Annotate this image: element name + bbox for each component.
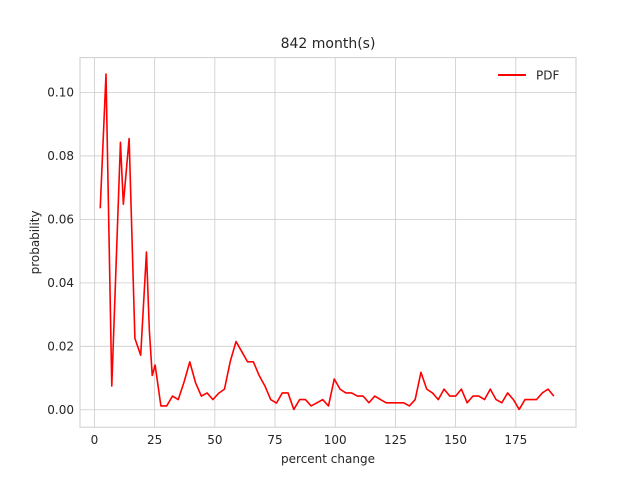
x-tick-label: 100 [324, 433, 347, 447]
y-tick-label: 0.04 [47, 276, 74, 290]
x-tick-labels: 0 25 50 75 100 125 150 175 [91, 433, 528, 447]
x-tick-label: 150 [444, 433, 467, 447]
y-tick-label: 0.00 [47, 403, 74, 417]
chart-title: 842 month(s) [281, 36, 376, 52]
x-tick-label: 50 [207, 433, 222, 447]
plot-area [80, 57, 576, 428]
legend-label-pdf: PDF [536, 69, 559, 83]
y-tick-label: 0.10 [47, 85, 74, 99]
y-tick-label: 0.02 [47, 339, 74, 353]
x-tick-label: 75 [267, 433, 282, 447]
grid-lines [80, 57, 576, 428]
x-axis-label: percent change [281, 452, 375, 466]
x-tick-label: 125 [384, 433, 407, 447]
y-tick-label: 0.06 [47, 212, 74, 226]
series-layer [99, 73, 555, 411]
y-tick-label: 0.08 [47, 149, 74, 163]
legend: PDF [498, 69, 559, 83]
series-line-pdf [99, 73, 555, 411]
x-tick-label: 25 [147, 433, 162, 447]
y-tick-labels: 0.00 0.02 0.04 0.06 0.08 0.10 [47, 85, 74, 416]
y-axis-label: probability [28, 210, 42, 274]
plot-frame [79, 57, 577, 428]
x-tick-label: 0 [91, 433, 99, 447]
x-tick-label: 175 [504, 433, 527, 447]
